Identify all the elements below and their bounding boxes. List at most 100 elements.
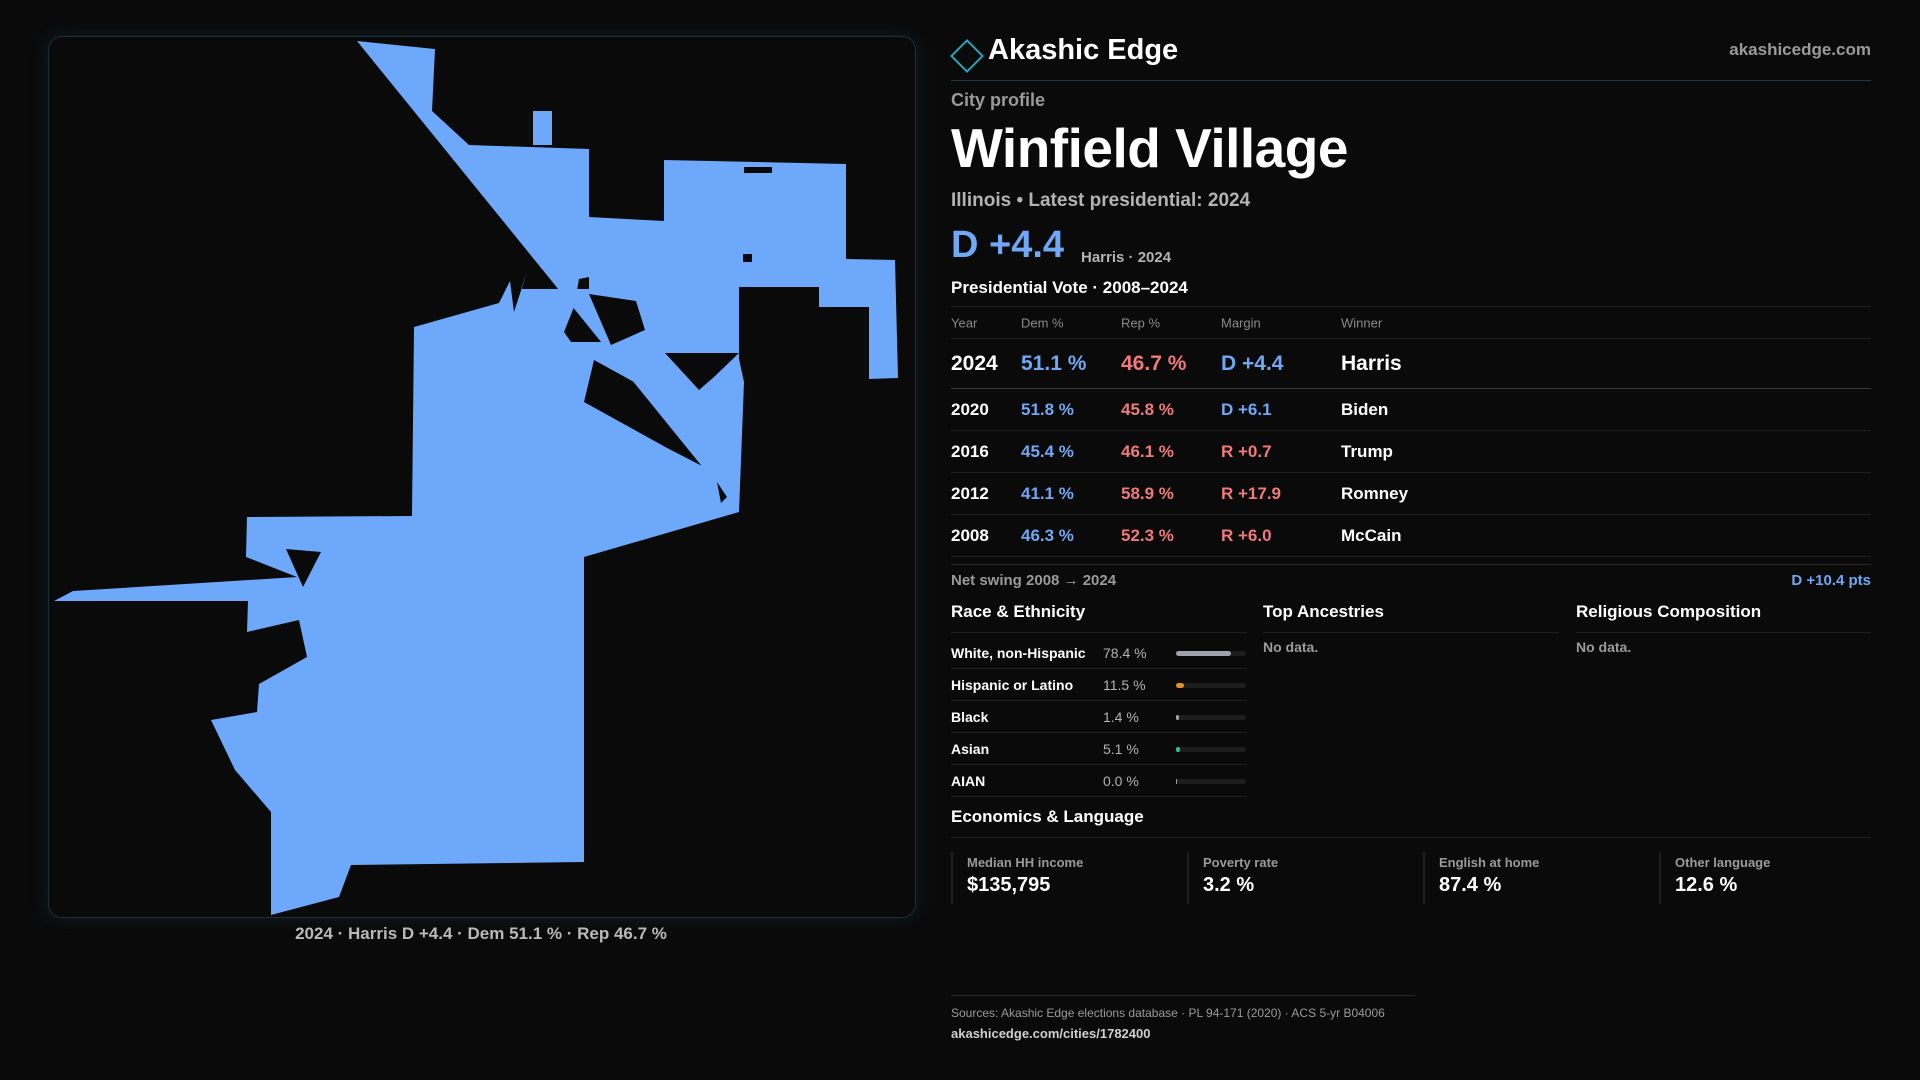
row-rep: 58.9 %: [1121, 483, 1174, 503]
vote-table: Year Dem % Rep % Margin Winner 2024 51.1…: [951, 306, 1871, 557]
religion-section-title: Religious Composition: [1576, 602, 1762, 621]
list-item: AIAN 0.0 %: [951, 765, 1247, 797]
row-dem: 46.3 %: [1021, 525, 1074, 545]
race-bar-track: [1176, 715, 1246, 720]
header-winner: Winner: [1341, 315, 1383, 330]
site-link[interactable]: akashicedge.com: [1729, 40, 1871, 59]
race-bar-fill: [1176, 715, 1179, 720]
row-winner: Romney: [1341, 483, 1409, 503]
race-bar-fill: [1176, 779, 1178, 784]
row-dem: 41.1 %: [1021, 483, 1074, 503]
race-label: AIAN: [951, 773, 986, 789]
race-value: 1.4 %: [1103, 709, 1139, 725]
page-url-link[interactable]: akashicedge.com/cities/1782400: [951, 1026, 1151, 1041]
row-year: 2016: [951, 441, 989, 461]
stat-card-other-language: Other language 12.6 %: [1659, 852, 1873, 904]
ancestries-no-data: No data.: [1263, 639, 1319, 655]
row-dem: 45.4 %: [1021, 441, 1074, 461]
economics-divider: [951, 837, 1871, 838]
list-item: Asian 5.1 %: [951, 733, 1247, 765]
map-panel: [48, 36, 916, 918]
city-boundary-shape-hole: [665, 353, 739, 390]
brand-name[interactable]: Akashic Edge: [988, 34, 1179, 66]
row-year: 2020: [951, 399, 989, 419]
row-rep: 46.1 %: [1121, 441, 1174, 461]
stat-value: $135,795: [967, 874, 1051, 896]
sources-note: Sources: Akashic Edge elections database…: [951, 1006, 1385, 1020]
table-row: 2024 51.1 % 46.7 % D +4.4 Harris: [951, 339, 1871, 389]
map-caption: 2024 · Harris D +4.4 · Dem 51.1 % · Rep …: [295, 924, 667, 943]
city-boundary-shape-islet: [533, 111, 552, 145]
row-rep: 46.7 %: [1121, 351, 1187, 375]
row-margin: D +4.4: [1221, 351, 1284, 375]
header-dem: Dem %: [1021, 315, 1064, 330]
vote-table-header: Year Dem % Rep % Margin Winner: [951, 307, 1871, 339]
row-margin: R +17.9: [1221, 483, 1282, 503]
stat-label: Median HH income: [967, 855, 1084, 870]
stat-label: English at home: [1439, 855, 1540, 870]
row-winner: McCain: [1341, 525, 1402, 545]
religion-no-data: No data.: [1576, 639, 1632, 655]
race-bar-fill: [1176, 683, 1185, 688]
list-item: White, non-Hispanic 78.4 %: [951, 637, 1247, 669]
race-label: Asian: [951, 741, 990, 757]
row-winner: Harris: [1341, 351, 1402, 375]
race-value: 11.5 %: [1103, 677, 1146, 693]
row-rep: 45.8 %: [1121, 399, 1174, 419]
race-bar-track: [1176, 683, 1246, 688]
footer-divider: [951, 995, 1415, 996]
race-bar-fill: [1176, 747, 1180, 752]
row-margin: R +0.7: [1221, 441, 1272, 461]
row-year: 2024: [951, 351, 998, 375]
city-boundary-shape: [54, 41, 898, 915]
city-boundary-shape-hole: [744, 167, 772, 173]
vote-table-title: Presidential Vote · 2008–2024: [951, 278, 1188, 297]
city-boundary-map: [54, 41, 898, 915]
city-boundary-shape-hole: [286, 549, 321, 587]
race-bar-fill: [1176, 651, 1231, 656]
net-swing-label: Net swing 2008 → 2024: [951, 572, 1117, 589]
stat-value: 3.2 %: [1203, 874, 1255, 896]
race-value: 0.0 %: [1103, 773, 1139, 789]
row-margin: R +6.0: [1221, 525, 1272, 545]
city-boundary-shape-hole: [717, 482, 727, 503]
row-dem: 51.8 %: [1021, 399, 1074, 419]
row-year: 2008: [951, 525, 989, 545]
row-winner: Biden: [1341, 399, 1389, 419]
table-row: 2012 41.1 % 58.9 % R +17.9 Romney: [951, 473, 1871, 515]
stat-card-poverty-rate: Poverty rate 3.2 %: [1187, 852, 1409, 904]
race-label: Black: [951, 709, 989, 725]
table-row: 2020 51.8 % 45.8 % D +6.1 Biden: [951, 389, 1871, 431]
table-row: 2016 45.4 % 46.1 % R +0.7 Trump: [951, 431, 1871, 473]
race-value: 5.1 %: [1103, 741, 1139, 757]
stat-value: 87.4 %: [1439, 874, 1502, 896]
ancestries-divider: [1263, 632, 1559, 633]
city-boundary-shape-hole: [589, 294, 645, 345]
headline-margin: D +4.4: [951, 224, 1065, 266]
row-dem: 51.1 %: [1021, 351, 1087, 375]
row-winner: Trump: [1341, 441, 1393, 461]
stat-label: Poverty rate: [1203, 855, 1279, 870]
economics-section-title: Economics & Language: [951, 807, 1144, 826]
race-value: 78.4 %: [1103, 645, 1147, 661]
stat-label: Other language: [1675, 855, 1771, 870]
race-label: White, non-Hispanic: [951, 645, 1086, 661]
page-subtitle: Illinois • Latest presidential: 2024: [951, 190, 1251, 211]
header-margin: Margin: [1221, 315, 1261, 330]
page-kicker: City profile: [951, 90, 1046, 110]
row-year: 2012: [951, 483, 989, 503]
race-bar-track: [1176, 779, 1246, 784]
city-boundary-shape-hole: [743, 254, 752, 262]
net-swing-value: D +10.4 pts: [1791, 572, 1871, 589]
religion-divider: [1576, 632, 1871, 633]
page-title: Winfield Village: [951, 117, 1348, 179]
row-rep: 52.3 %: [1121, 525, 1174, 545]
diamond-logo-icon: [950, 39, 984, 73]
headline-winner: Harris · 2024: [1081, 249, 1172, 266]
table-row: 2008 46.3 % 52.3 % R +6.0 McCain: [951, 515, 1871, 557]
header-year: Year: [951, 315, 978, 330]
race-bar-track: [1176, 651, 1246, 656]
list-item: Black 1.4 %: [951, 701, 1247, 733]
stat-card-english-at-home: English at home 87.4 %: [1423, 852, 1645, 904]
race-bar-track: [1176, 747, 1246, 752]
